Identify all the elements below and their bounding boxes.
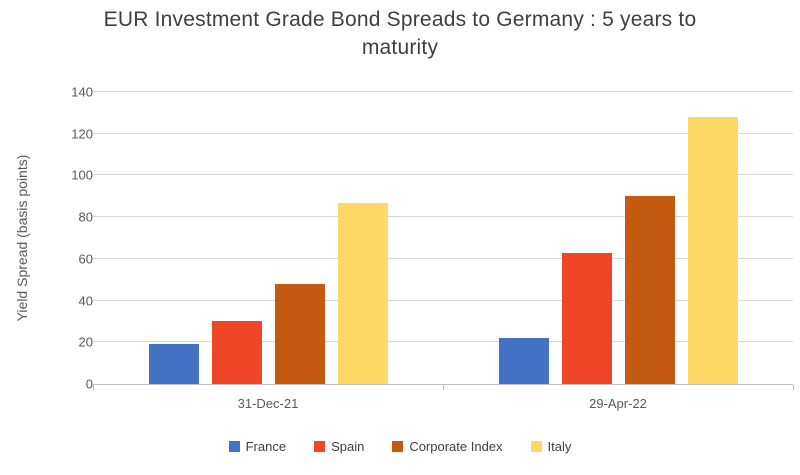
y-tick-label-100: 100: [71, 167, 93, 183]
y-tick-label-140: 140: [71, 84, 93, 100]
legend-label: Spain: [331, 439, 365, 454]
x-axis-tick: [443, 385, 444, 390]
legend-swatch-icon: [530, 441, 542, 452]
bar-group-31-Dec-21: [93, 92, 443, 384]
legend-label: Corporate Index: [409, 439, 503, 454]
y-tick-label-0: 0: [85, 376, 93, 392]
gridline-20: [93, 341, 793, 343]
legend-swatch-icon: [228, 441, 240, 452]
x-axis-tick: [93, 385, 94, 390]
plot-area: [93, 91, 794, 390]
y-axis-title-text: Yield Spread (basis points): [14, 154, 30, 322]
bar-spain-29-Apr-22: [561, 252, 612, 384]
x-category-label-29-Apr-22: 29-Apr-22: [589, 396, 647, 411]
gridline-80: [93, 216, 793, 218]
gridline-120: [93, 132, 793, 134]
bar-group-29-Apr-22: [443, 92, 793, 384]
legend-label: France: [245, 439, 287, 454]
gridline-40: [93, 299, 793, 301]
bar-corporate-index-31-Dec-21: [274, 283, 325, 384]
y-tick-label-20: 20: [78, 334, 93, 350]
bar-italy-29-Apr-22: [687, 117, 738, 384]
gridline-100: [93, 174, 793, 176]
bar-corporate-index-29-Apr-22: [624, 196, 675, 384]
bar-france-29-Apr-22: [498, 338, 549, 384]
gridline-60: [93, 257, 793, 259]
legend-swatch-icon: [392, 441, 404, 452]
gridline-140: [93, 91, 793, 92]
y-tick-label-40: 40: [78, 293, 93, 309]
legend: France Spain Corporate Index Italy: [0, 439, 800, 454]
bar-italy-31-Dec-21: [337, 202, 388, 384]
legend-item-france: France: [228, 439, 287, 454]
bar-france-31-Dec-21: [148, 344, 199, 384]
legend-item-corporate-index: Corporate Index: [392, 439, 503, 454]
legend-item-italy: Italy: [530, 439, 572, 454]
bar-spain-31-Dec-21: [211, 321, 262, 384]
chart-title: EUR Investment Grade Bond Spreads to Ger…: [103, 8, 697, 59]
x-axis-line: [93, 384, 793, 385]
y-tick-label-60: 60: [78, 251, 93, 267]
y-tick-label-120: 120: [71, 126, 93, 142]
legend-swatch-icon: [314, 441, 326, 452]
x-axis-tick: [793, 385, 794, 390]
legend-label: Italy: [547, 439, 572, 454]
x-category-label-31-Dec-21: 31-Dec-21: [237, 396, 299, 411]
y-tick-label-80: 80: [78, 209, 93, 225]
legend-item-spain: Spain: [314, 439, 364, 454]
